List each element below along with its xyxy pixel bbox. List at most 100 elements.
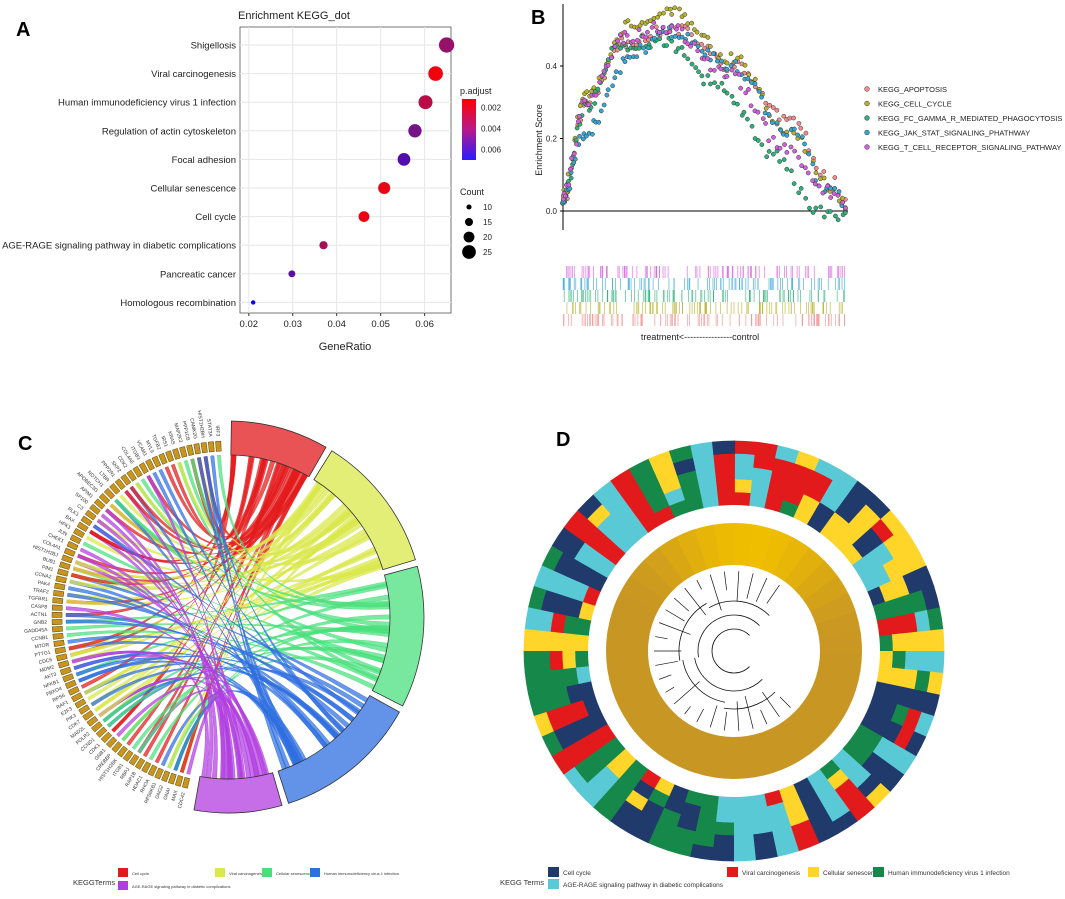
dendrogram-branch <box>684 706 691 715</box>
heatmap-cell <box>604 736 626 758</box>
gsea-point <box>803 195 809 201</box>
gsea-point <box>577 103 583 109</box>
gsea-point <box>705 47 711 53</box>
chord-gene-block <box>73 527 85 538</box>
heatmap-inner-cell <box>619 575 665 612</box>
chord-gene-block <box>56 653 68 662</box>
gsea-point <box>833 213 838 219</box>
gsea-point <box>613 69 619 75</box>
chord-legend-label: AGE-RAGE signaling pathway in diabetic c… <box>132 884 231 889</box>
heatmap-cell <box>860 571 880 593</box>
chord-gene-label: GNG2 <box>154 784 165 800</box>
gsea-legend-label: KEGG_T_CELL_RECEPTOR_SIGNALING_PATHWAY <box>878 143 1061 152</box>
heatmap-cell <box>848 765 872 789</box>
chord-gene-block <box>193 443 201 455</box>
kegg-dot-plot: Enrichment KEGG_dot Shigellosis Viral car… <box>2 10 501 353</box>
heatmap-cell <box>879 766 905 793</box>
heatmap-inner-cell <box>643 547 684 591</box>
heatmap-cell <box>684 495 705 513</box>
heatmap-cell <box>826 479 851 503</box>
gsea-point <box>682 12 688 17</box>
heatmap-cell <box>715 808 734 823</box>
heatmap-cell <box>732 834 755 849</box>
gsea-legend-swatch <box>864 129 870 136</box>
chord-gene-label: PTTG1 <box>34 650 51 659</box>
heatmap-cell <box>862 549 884 573</box>
heatmap-cell <box>889 667 906 688</box>
heatmap-cell <box>872 736 895 761</box>
dot-plot-point <box>250 300 256 305</box>
chord-gene-block <box>91 721 103 733</box>
chord-gene-label: RPS6 <box>52 693 67 704</box>
dendrogram-branch <box>779 696 791 708</box>
heatmap-cell <box>618 511 642 533</box>
dendrogram-branch <box>696 580 702 590</box>
heatmap-cell <box>553 725 575 750</box>
gsea-point <box>660 24 666 30</box>
chord-gene-block <box>116 745 128 758</box>
heatmap-cell <box>860 751 884 776</box>
gsea-point <box>673 49 679 55</box>
gsea-point <box>699 48 705 54</box>
dendrogram-link <box>723 691 776 710</box>
heatmap-inner-cell <box>630 701 674 742</box>
chord-gene-block <box>167 772 177 785</box>
gsea-point <box>595 86 601 92</box>
heatmap-cell <box>753 454 777 471</box>
gsea-point <box>718 52 723 57</box>
chord-gene-block <box>151 455 162 468</box>
gsea-point <box>777 159 782 164</box>
heatmap-inner-cell <box>772 720 810 766</box>
dot-plot-term-label: Human immunodeficiency virus 1 infection <box>58 98 236 109</box>
heatmap-cell <box>819 490 844 513</box>
gsea-point <box>759 142 765 147</box>
heatmap-cell <box>794 450 821 472</box>
chord-legend-swatch <box>118 881 128 890</box>
heatmap-cell <box>700 793 719 810</box>
gsea-point <box>796 121 802 126</box>
heatmap-cell <box>779 499 800 518</box>
chord-gene-block <box>93 498 106 510</box>
heatmap-cell <box>594 743 616 767</box>
chord-gene-label: CASP8 <box>31 604 48 611</box>
gsea-point <box>668 6 673 12</box>
gsea-point <box>661 10 666 16</box>
count-legend-label: 15 <box>483 218 492 227</box>
gsea-point <box>681 53 687 58</box>
gsea-point <box>792 126 797 132</box>
heatmap-cell <box>827 511 850 534</box>
heatmap-cell <box>593 480 619 505</box>
heatmap-cell <box>595 723 616 745</box>
gsea-point <box>689 20 695 26</box>
gsea-point <box>581 136 586 142</box>
chord-gene-label: C3 <box>76 503 85 512</box>
p-adjust-tick-label: 0.002 <box>481 103 502 112</box>
chord-gene-block <box>74 698 87 709</box>
chord-gene-block <box>51 604 63 611</box>
heatmap-cell <box>778 784 799 803</box>
count-legend-dot <box>462 245 476 259</box>
chord-legend: KEGGTerms Cell cycle Viral carcinogenesis C… <box>73 868 399 890</box>
gsea-point <box>655 14 660 20</box>
heatmap-cell <box>897 593 915 617</box>
gsea-point <box>806 151 812 157</box>
gsea-point <box>604 92 610 98</box>
dendrogram-link <box>697 614 760 658</box>
gsea-point <box>810 210 816 215</box>
chord-gene-block <box>138 462 149 475</box>
gsea-point <box>835 217 841 223</box>
heatmap-cell <box>550 611 567 634</box>
dendrogram-branch <box>673 597 690 612</box>
gsea-point <box>764 154 770 160</box>
chord-term-arc <box>193 772 283 814</box>
heatmap-cell <box>733 821 754 836</box>
dendrogram-branch <box>724 571 727 591</box>
gsea-point <box>601 102 607 108</box>
count-legend-label: 10 <box>483 203 492 212</box>
heatmap-cell <box>536 629 551 651</box>
heatmap-cell <box>840 523 863 546</box>
heatmap-cell <box>852 557 873 579</box>
heatmap-cell <box>904 731 927 758</box>
heatmap-cell <box>913 711 935 738</box>
gsea-point <box>672 34 678 39</box>
